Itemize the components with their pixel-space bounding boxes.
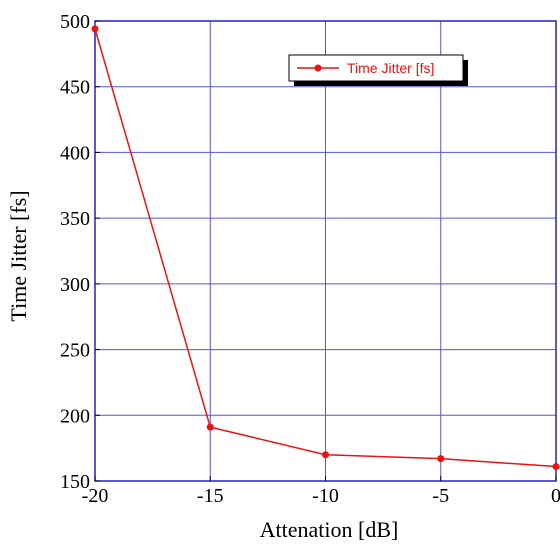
x-tick-label: -10 [312, 485, 339, 507]
legend-series-label: Time Jitter [fs] [347, 60, 434, 76]
x-tick-label: -20 [82, 485, 109, 507]
data-point [552, 463, 560, 471]
y-axis-label: Time Jitter [fs] [6, 190, 31, 321]
y-tick-label: 350 [60, 208, 90, 230]
legend: Time Jitter [fs] [288, 54, 468, 86]
y-tick-label: 150 [60, 471, 90, 493]
axis-ticks: -20 -15 -10 -5 0 150 200 250 300 350 400 450 500 [60, 11, 560, 507]
data-point [91, 25, 99, 33]
x-tick-label: -15 [197, 485, 224, 507]
y-tick-label: 400 [60, 142, 90, 164]
x-tick-label: 0 [551, 485, 560, 507]
y-tick-label: 300 [60, 274, 90, 296]
x-tick-label: -5 [432, 485, 449, 507]
legend-marker [314, 64, 322, 72]
y-tick-label: 450 [60, 77, 90, 99]
grid-lines [94, 20, 557, 482]
data-point [437, 455, 445, 463]
data-point [206, 423, 214, 431]
series-layer [91, 25, 560, 471]
data-point [322, 451, 329, 459]
x-axis-label: Attenation [dB] [260, 517, 399, 542]
y-tick-label: 500 [60, 11, 90, 33]
y-tick-label: 200 [60, 405, 90, 427]
y-tick-label: 250 [60, 340, 90, 362]
